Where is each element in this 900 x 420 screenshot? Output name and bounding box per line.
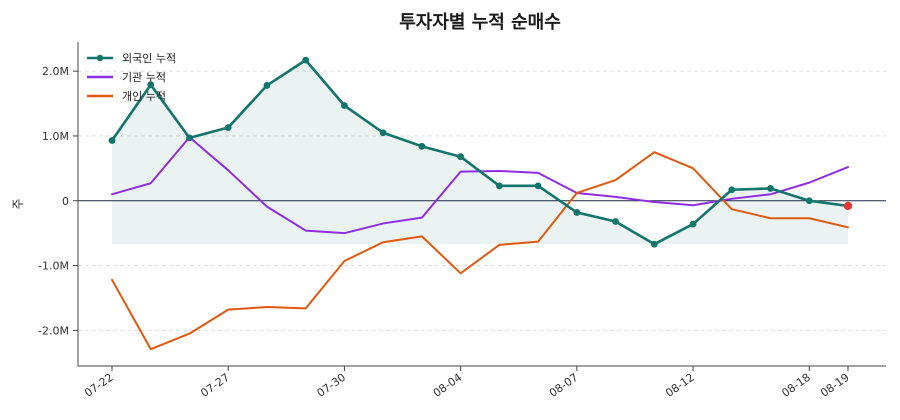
data-point (108, 137, 116, 144)
data-point (418, 142, 426, 150)
data-point (224, 124, 232, 131)
x-tick-label: 07-27 (198, 371, 232, 400)
data-point (573, 209, 581, 216)
data-point (263, 82, 271, 89)
legend-label: 외국인 누적 (122, 52, 176, 65)
series-markers (108, 56, 853, 248)
y-tick-label: 0 (62, 195, 69, 208)
data-point (302, 56, 310, 64)
data-point (767, 185, 774, 192)
area-fills (112, 60, 848, 245)
data-point (728, 186, 736, 194)
data-point (341, 102, 348, 109)
legend-label: 개인 누적 (122, 90, 166, 103)
chart-title: 투자자별 누적 순매수 (399, 12, 561, 33)
data-point (689, 220, 697, 228)
y-tick-label: 2.0M (42, 65, 69, 78)
data-point (805, 197, 813, 205)
data-point (612, 218, 619, 225)
last-data-point (843, 201, 853, 211)
y-ticks: 2.0M 1.0M 0 -1.0M -2.0M (38, 65, 78, 337)
x-tick-label: 08-04 (431, 371, 465, 400)
x-tick-label: 08-18 (779, 371, 813, 400)
data-point (186, 134, 193, 142)
legend-marker (96, 54, 104, 62)
x-tick-label: 08-07 (547, 371, 581, 400)
data-point (495, 182, 503, 190)
x-tick-label: 07-30 (314, 371, 348, 400)
y-tick-label: -1.0M (38, 260, 69, 273)
grid (78, 70, 886, 331)
data-point (650, 240, 658, 248)
y-axis-label: 주 (11, 198, 25, 209)
axes (77, 42, 886, 367)
y-tick-label: -2.0M (38, 324, 69, 337)
data-point (534, 182, 542, 190)
series-area-fill (112, 60, 848, 245)
series-line (111, 151, 849, 351)
data-point (457, 153, 465, 161)
x-tick-label: 08-12 (663, 371, 697, 400)
series-line (110, 58, 850, 246)
data-point (379, 129, 387, 137)
series-lines (110, 58, 850, 351)
data-point (147, 81, 155, 89)
x-tick-label: 07-22 (82, 371, 116, 400)
y-tick-label: 1.0M (42, 130, 69, 143)
x-tick-label: 08-19 (818, 371, 852, 400)
x-ticks: 07-22 07-27 07-30 08-04 08-07 08-12 08-18 08-19 (82, 366, 852, 400)
legend-label: 기관 누적 (122, 71, 166, 84)
